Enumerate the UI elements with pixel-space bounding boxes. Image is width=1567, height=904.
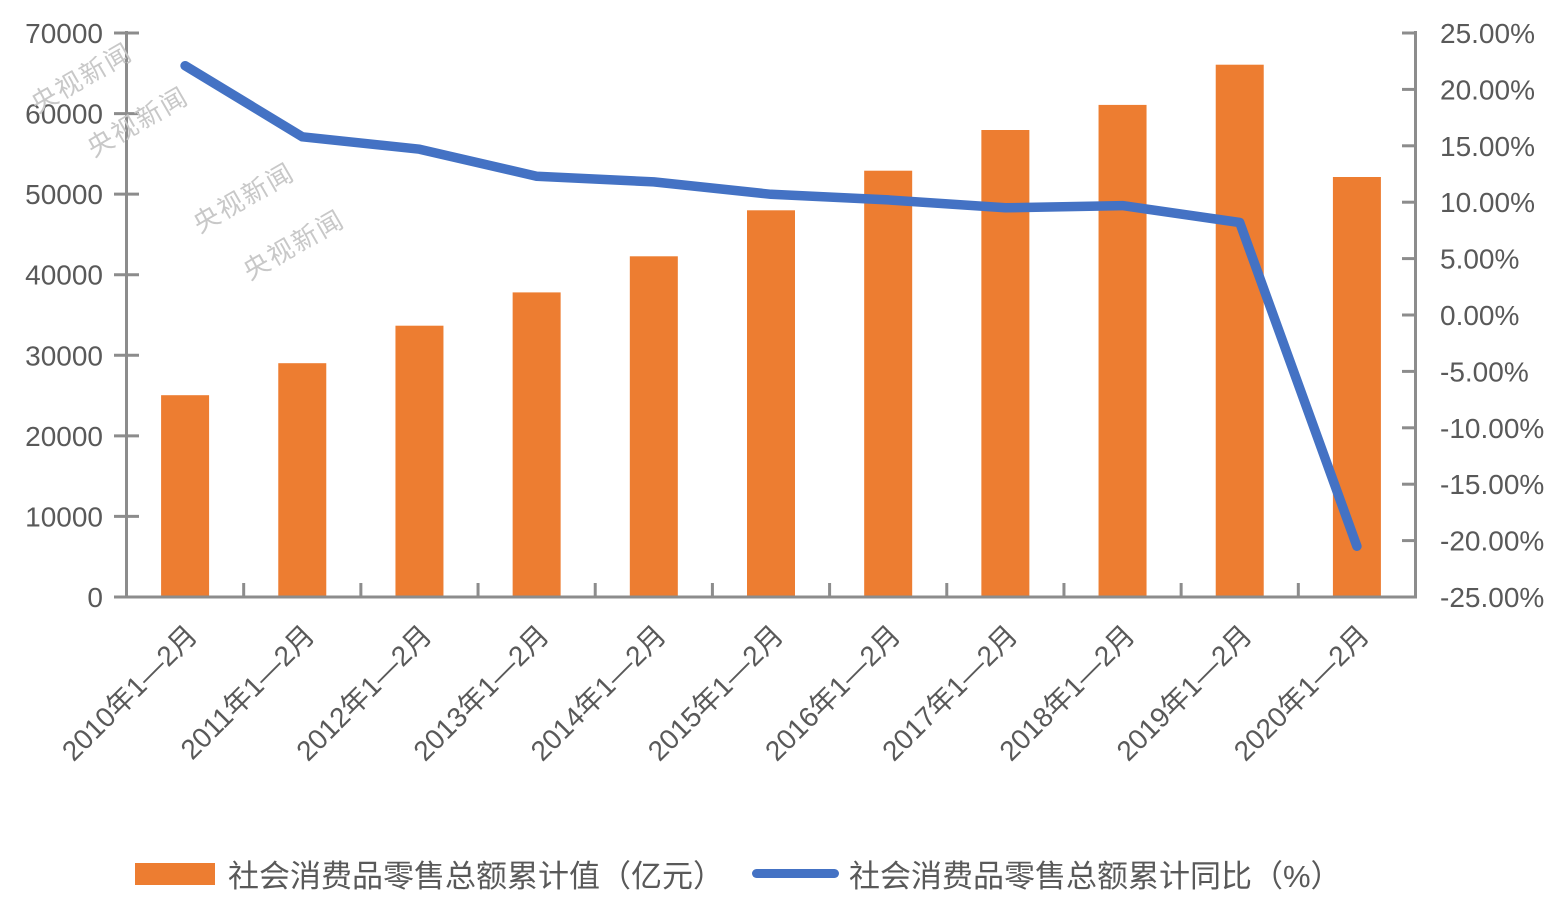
axis-tick-label: -20.00% [1440, 526, 1544, 557]
axis-tick-label: 20000 [25, 421, 103, 452]
axis-tick-label: 20.00% [1440, 74, 1535, 105]
axis-tick-label: -5.00% [1440, 356, 1529, 387]
axis-tick-label: 40000 [25, 260, 103, 291]
axis-tick-label: 10.00% [1440, 187, 1535, 218]
line-series [180, 60, 1362, 551]
axis-tick-label: 0.00% [1440, 300, 1519, 331]
axis-tick-label: 15.00% [1440, 131, 1535, 162]
axis-tick-label: 50000 [25, 179, 103, 210]
bar [512, 292, 561, 597]
legend-bar-swatch [135, 862, 215, 885]
bar [1332, 177, 1381, 597]
legend-line-label: 社会消费品零售总额累计同比（%） [849, 859, 1342, 894]
axis-tick-label: 5.00% [1440, 244, 1519, 275]
bar [395, 325, 444, 597]
axis-tick-label: 10000 [25, 501, 103, 532]
bar [864, 170, 913, 597]
axis-tick-label: 0 [87, 582, 103, 613]
axis-tick-label: 25.00% [1440, 18, 1535, 49]
axis-tick-label: -10.00% [1440, 413, 1544, 444]
bar [747, 210, 795, 598]
axis-tick-label: 70000 [25, 18, 103, 49]
chart-legend: 社会消费品零售总额累计值（亿元） 社会消费品零售总额累计同比（%） [135, 851, 1342, 896]
legend-line-swatch [752, 869, 839, 878]
axes [114, 31, 1417, 599]
line [180, 60, 1362, 551]
axis-tick-label: -15.00% [1440, 469, 1544, 500]
bar-series [161, 64, 1381, 598]
bar [161, 395, 210, 597]
bar [981, 130, 1030, 597]
axis-tick-label: 30000 [25, 340, 103, 371]
bar [629, 256, 678, 597]
legend-bar-label: 社会消费品零售总额累计值（亿元） [228, 859, 724, 894]
bar [1098, 104, 1147, 598]
bar [278, 363, 327, 597]
axis-tick-label: 60000 [25, 99, 103, 130]
axis-tick-label: -25.00% [1440, 582, 1544, 613]
bar [1215, 64, 1264, 597]
